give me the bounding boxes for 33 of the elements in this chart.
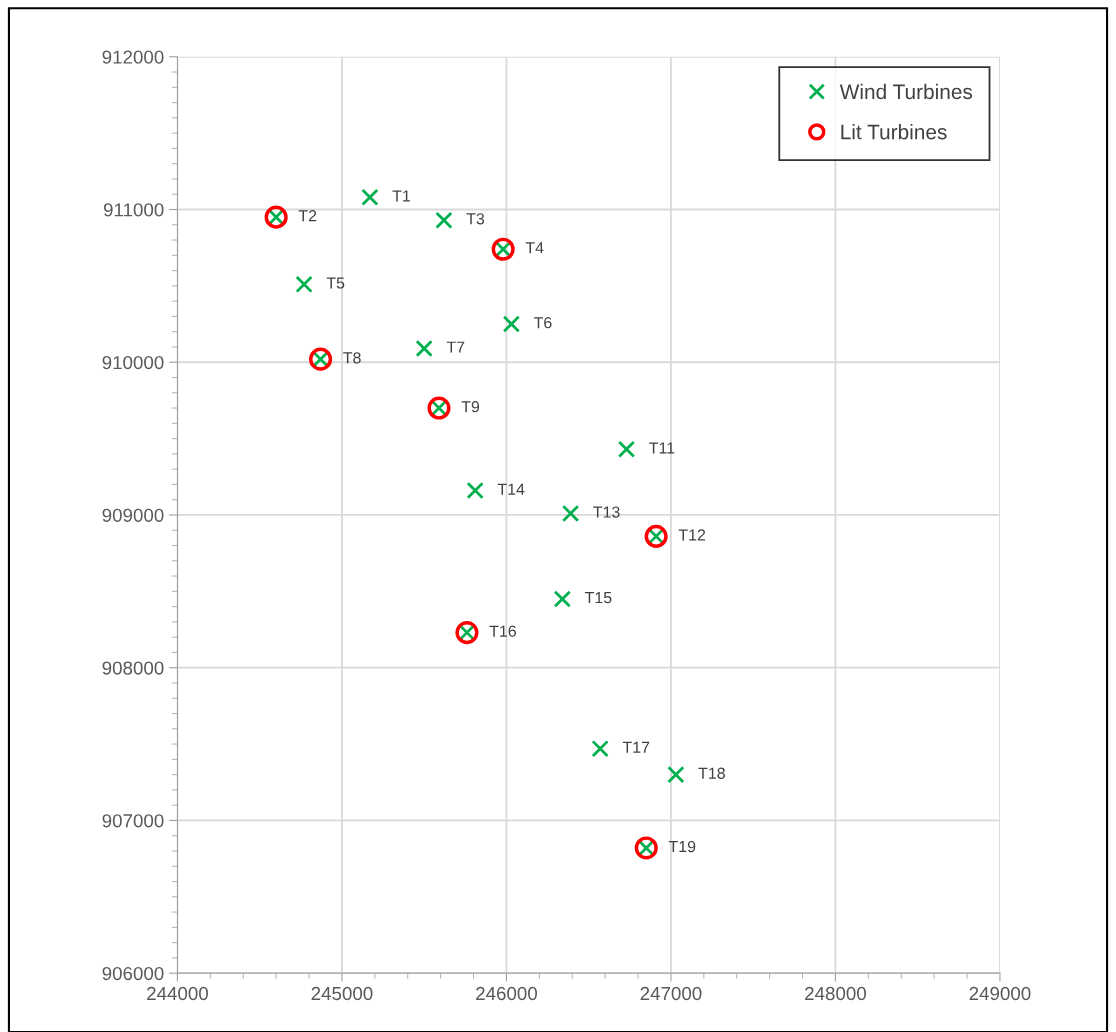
y-tick-label: 907000 <box>102 814 164 828</box>
annotation: T17 <box>622 741 650 753</box>
annotation: T8 <box>343 352 361 364</box>
annotation: T2 <box>298 210 317 222</box>
x-tick-label: 246000 <box>476 986 537 1001</box>
y-tick-label: 910000 <box>102 355 164 370</box>
legend-label: Wind Turbines <box>839 83 973 100</box>
annotation: T5 <box>326 277 345 289</box>
y-tick-label: 909000 <box>102 508 164 522</box>
x-tick-label: 248000 <box>805 986 866 1001</box>
annotation: T15 <box>584 592 612 604</box>
annotation: T6 <box>533 317 552 329</box>
annotation: T7 <box>446 341 465 353</box>
y-tick-label: 906000 <box>102 966 164 981</box>
y-tick-label: 908000 <box>102 661 164 675</box>
annotation: T13 <box>593 506 620 518</box>
x-tick-label: 249000 <box>969 986 1031 1001</box>
annotation: T3 <box>466 213 485 225</box>
x-tick-label: 247000 <box>640 986 702 1001</box>
y-tick-label: 911000 <box>103 203 164 217</box>
annotation: T16 <box>489 625 516 637</box>
annotation: T4 <box>525 242 544 254</box>
annotation: T9 <box>461 401 480 413</box>
x-tick-label: 245000 <box>311 986 373 1001</box>
annotation: T1 <box>392 190 410 202</box>
x-tick-label: 244000 <box>147 986 208 1001</box>
y-tick-label: 912000 <box>102 50 164 64</box>
annotation: T18 <box>698 767 725 779</box>
annotation: T12 <box>678 529 706 541</box>
legend-label: Lit Turbines <box>841 124 947 140</box>
annotation: T14 <box>497 483 525 495</box>
annotation: T19 <box>668 840 696 853</box>
annotation: T11 <box>649 442 675 454</box>
